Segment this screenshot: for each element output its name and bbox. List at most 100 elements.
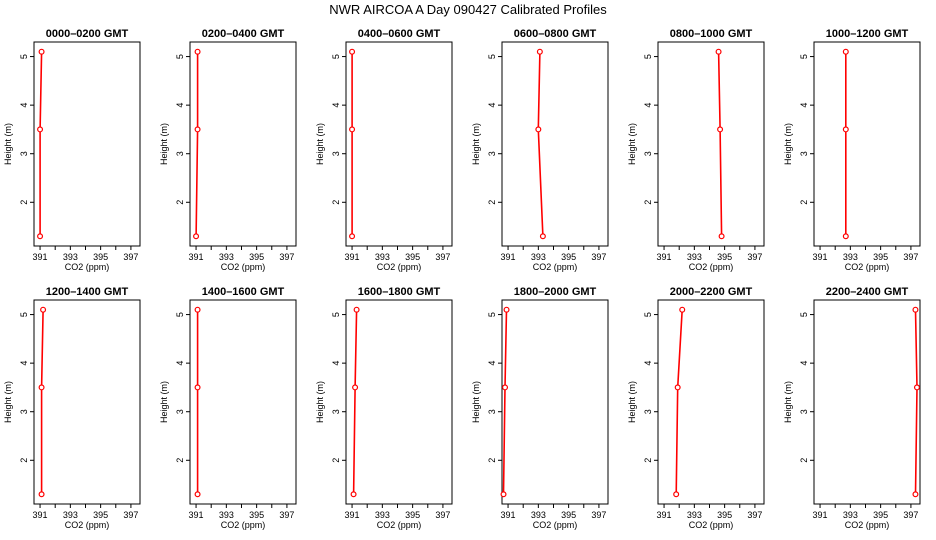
- y-axis-label: Height (m): [3, 123, 13, 165]
- y-tick-label: 4: [799, 103, 809, 108]
- y-tick-label: 5: [19, 54, 29, 59]
- data-point: [718, 233, 725, 240]
- x-tick-label: 395: [405, 510, 420, 520]
- plot-frame: [345, 41, 453, 247]
- y-tick-label: 4: [175, 361, 185, 366]
- profile-line: [39, 51, 43, 237]
- data-point: [194, 48, 201, 55]
- y-axis-label: Height (m): [471, 381, 481, 423]
- y-tick-label: 2: [175, 458, 185, 463]
- x-tick-label: 391: [657, 252, 672, 262]
- data-point: [842, 233, 849, 240]
- plot-frame: [657, 299, 765, 505]
- data-point: [38, 48, 45, 55]
- data-point: [912, 306, 919, 313]
- data-point: [37, 233, 44, 240]
- x-tick-label: 395: [93, 252, 108, 262]
- x-tick-label: 395: [873, 252, 888, 262]
- y-tick-label: 4: [19, 103, 29, 108]
- data-point: [194, 384, 201, 391]
- x-tick-label: 395: [561, 252, 576, 262]
- x-axis-label: CO2 (ppm): [65, 520, 110, 530]
- y-tick-label: 3: [175, 151, 185, 156]
- x-tick-label: 393: [219, 510, 234, 520]
- panel: 1400–1600 GMT 391 393 395 397 2 3 4 5 CO2 (ppm) He…: [159, 286, 297, 530]
- panel: 1200–1400 GMT 391 393 395 397 2 3 4 5 CO2 (ppm) He…: [3, 286, 141, 530]
- x-tick-label: 393: [843, 252, 858, 262]
- y-tick-label: 5: [175, 54, 185, 59]
- data-point: [194, 491, 201, 498]
- y-axis-label: Height (m): [783, 123, 793, 165]
- y-tick-label: 3: [487, 151, 497, 156]
- panel: 2000–2200 GMT 391 393 395 397 2 3 4 5 CO2 (ppm) He…: [627, 286, 765, 530]
- y-tick-label: 3: [487, 409, 497, 414]
- x-tick-label: 391: [345, 252, 360, 262]
- data-point: [349, 233, 356, 240]
- y-tick-label: 2: [175, 200, 185, 205]
- panel: 1600–1800 GMT 391 393 395 397 2 3 4 5 CO2 (ppm) He…: [315, 286, 453, 530]
- data-point: [913, 384, 920, 391]
- data-point: [539, 233, 546, 240]
- x-axis-label: CO2 (ppm): [845, 262, 890, 272]
- y-tick-label: 4: [331, 361, 341, 366]
- plot-frame: [345, 299, 453, 505]
- y-tick-label: 3: [19, 409, 29, 414]
- profile-line: [352, 309, 358, 495]
- panel-title: 1200–1400 GMT: [46, 286, 129, 298]
- x-tick-label: 393: [687, 510, 702, 520]
- y-tick-label: 2: [643, 458, 653, 463]
- plot-frame: [813, 41, 921, 247]
- y-tick-label: 4: [487, 103, 497, 108]
- x-tick-label: 391: [501, 252, 516, 262]
- plot-frame: [501, 299, 609, 505]
- x-tick-label: 393: [63, 252, 78, 262]
- plot-frame: [189, 299, 297, 505]
- panel: 1800–2000 GMT 391 393 395 397 2 3 4 5 CO2 (ppm) He…: [471, 286, 609, 530]
- panel: 0000–0200 GMT 391 393 395 397 2 3 4 5 CO2 (ppm) He…: [3, 28, 141, 272]
- y-axis-label: Height (m): [315, 381, 325, 423]
- x-tick-label: 391: [345, 510, 360, 520]
- y-axis-label: Height (m): [627, 123, 637, 165]
- y-tick-label: 3: [331, 409, 341, 414]
- y-tick-label: 2: [799, 200, 809, 205]
- x-tick-label: 393: [375, 252, 390, 262]
- panel-title: 0200–0400 GMT: [202, 28, 285, 40]
- x-axis-label: CO2 (ppm): [221, 520, 266, 530]
- x-tick-label: 397: [435, 510, 450, 520]
- y-tick-label: 3: [643, 151, 653, 156]
- y-tick-label: 5: [175, 312, 185, 317]
- x-tick-label: 391: [813, 252, 828, 262]
- y-tick-label: 5: [331, 54, 341, 59]
- plot-frame: [657, 41, 765, 247]
- x-tick-label: 395: [405, 252, 420, 262]
- x-tick-label: 393: [63, 510, 78, 520]
- plot-frame: [33, 299, 141, 505]
- x-tick-label: 395: [93, 510, 108, 520]
- panels-grid: 0000–0200 GMT 391 393 395 397 2 3 4 5 CO2 (ppm) He…: [3, 28, 921, 530]
- x-axis-label: CO2 (ppm): [845, 520, 890, 530]
- x-axis-label: CO2 (ppm): [377, 520, 422, 530]
- x-tick-label: 397: [123, 252, 138, 262]
- panel: 1000–1200 GMT 391 393 395 397 2 3 4 5 CO2 (ppm) He…: [783, 28, 921, 272]
- data-point: [193, 233, 200, 240]
- y-tick-label: 5: [331, 312, 341, 317]
- x-tick-label: 397: [279, 252, 294, 262]
- x-axis-label: CO2 (ppm): [221, 262, 266, 272]
- x-tick-label: 395: [717, 510, 732, 520]
- y-tick-label: 5: [19, 312, 29, 317]
- x-tick-label: 397: [903, 252, 918, 262]
- x-axis-label: CO2 (ppm): [533, 520, 578, 530]
- data-point: [38, 491, 45, 498]
- x-tick-label: 397: [903, 510, 918, 520]
- x-tick-label: 397: [747, 510, 762, 520]
- data-point: [38, 384, 45, 391]
- panel-title: 0600–0800 GMT: [514, 28, 597, 40]
- x-axis-label: CO2 (ppm): [533, 262, 578, 272]
- y-tick-label: 5: [799, 312, 809, 317]
- y-tick-label: 5: [643, 312, 653, 317]
- x-tick-label: 395: [873, 510, 888, 520]
- y-tick-label: 5: [643, 54, 653, 59]
- x-tick-label: 397: [279, 510, 294, 520]
- panel-title: 1000–1200 GMT: [826, 28, 909, 40]
- x-tick-label: 397: [747, 252, 762, 262]
